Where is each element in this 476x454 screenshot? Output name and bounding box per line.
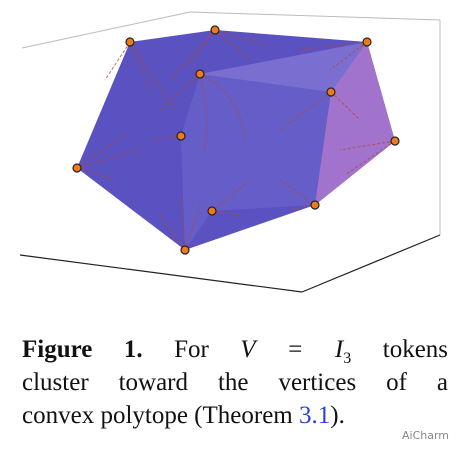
math-text: V = I [240, 336, 344, 363]
figure-label: Figure 1. [22, 336, 143, 363]
caption-text: ). [330, 402, 345, 429]
caption-text: tokens [382, 336, 449, 363]
caption-text: cluster toward the vertices of a [22, 369, 448, 396]
vertices [72, 25, 400, 255]
polytope-figure [19, 11, 441, 293]
watermark: AiCharm [402, 429, 450, 442]
polytope-face [200, 42, 367, 92]
polytope-face [315, 42, 395, 205]
caption-text: convex polytope (Theorem [22, 402, 293, 429]
caption-line: Figure 1. For V = I3 tokens [22, 333, 448, 375]
box-back [21, 11, 441, 235]
caption-line: convex polytope (Theorem 3.1). [22, 399, 448, 432]
box-axes [19, 234, 441, 293]
math: V = I3 [240, 336, 351, 367]
caption-line: cluster toward the vertices of a [22, 366, 448, 399]
subscript: 3 [343, 350, 352, 367]
caption-text: For [174, 336, 209, 363]
theorem-ref[interactable]: 3.1 [299, 402, 331, 429]
trajectories [76, 29, 396, 251]
